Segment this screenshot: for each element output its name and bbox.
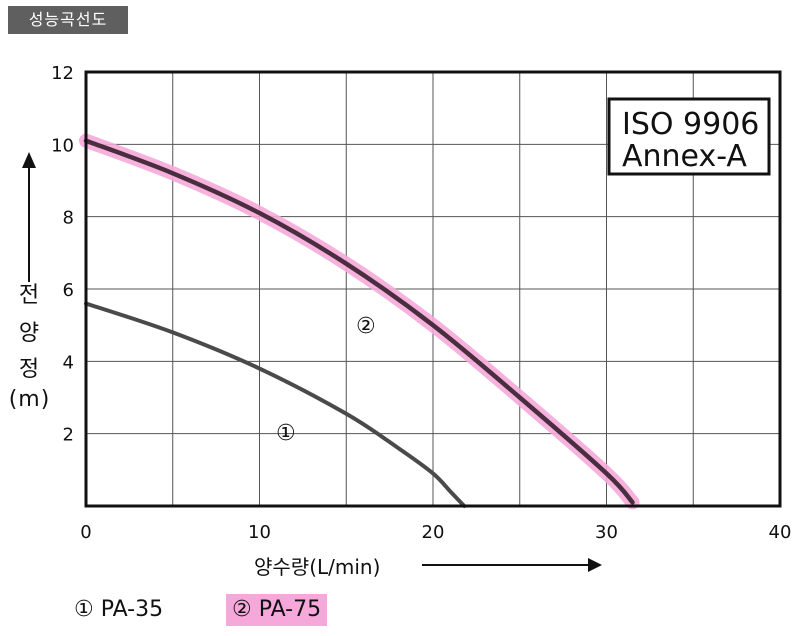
y-axis-title-char: 양 (19, 321, 39, 346)
x-axis-title: 양수량(L/min) (254, 555, 380, 579)
curves (79, 133, 640, 510)
x-axis-arrow (422, 558, 602, 572)
y-tick-label: 12 (51, 63, 74, 84)
y-axis-title-char: ( (9, 387, 18, 412)
curve-marker-2: ② (356, 314, 376, 339)
x-tick-label: 40 (769, 522, 792, 543)
x-tick-label: 10 (248, 522, 271, 543)
standard-line1: ISO 9906 (622, 107, 759, 142)
series-pa35-line (84, 301, 467, 508)
tick-labels: 0 10 20 30 40 2 4 6 8 10 12 (51, 63, 791, 543)
series-pa75-line (83, 138, 635, 505)
legend-item-pa75: ② PA-75 (226, 594, 328, 626)
y-axis-title-char: ) (41, 387, 50, 412)
legend-item-pa35: ① PA-35 (74, 597, 164, 622)
y-axis-title: 전양정(m) (9, 283, 50, 412)
y-tick-label: 6 (63, 280, 74, 301)
y-axis-title-char: 정 (19, 357, 39, 382)
y-axis-arrow (22, 152, 36, 282)
y-axis-title-char: m (18, 387, 39, 412)
plot-frame (84, 70, 782, 508)
y-tick-label: 4 (63, 352, 74, 373)
standard-box: ISO 9906 Annex-A (607, 97, 771, 176)
x-tick-label: 30 (595, 522, 618, 543)
chart-header-tag: 성능곡선도 (8, 6, 128, 34)
curve-marker-1: ① (276, 421, 296, 446)
y-tick-label: 2 (63, 425, 74, 446)
x-tick-label: 0 (80, 522, 91, 543)
y-tick-label: 8 (63, 208, 74, 229)
standard-line2: Annex-A (622, 139, 747, 174)
x-tick-label: 20 (422, 522, 445, 543)
y-axis-title-char: 전 (19, 283, 39, 308)
y-tick-label: 10 (51, 135, 74, 156)
